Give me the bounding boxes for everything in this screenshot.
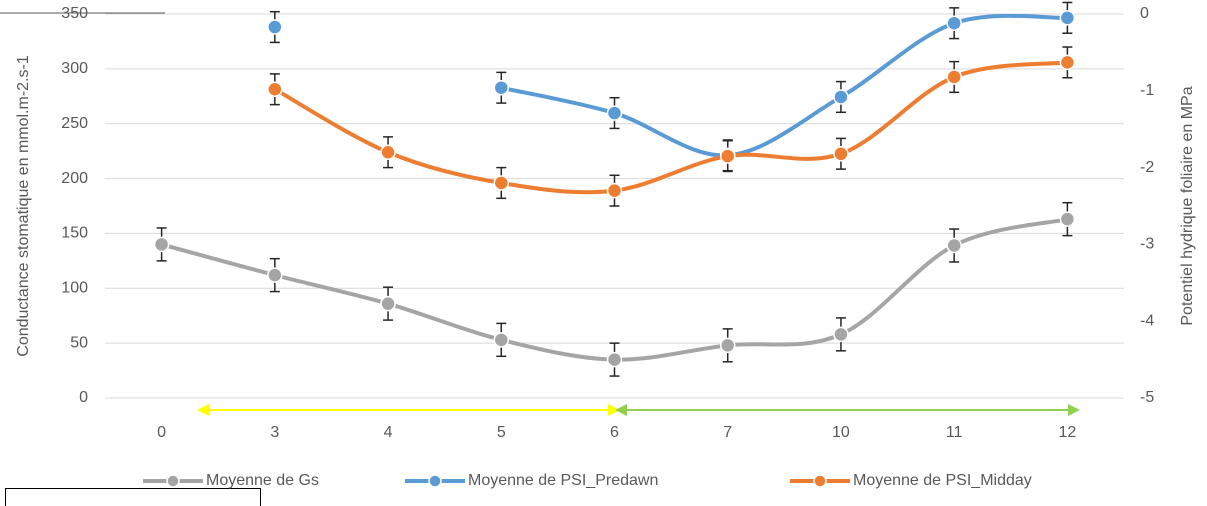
period-arrows [197,404,1080,416]
y-tick-label: 200 [61,170,88,187]
data-point [1059,211,1076,227]
y-tick-label: 250 [61,115,88,132]
data-point [267,267,283,283]
legend-item: Moyenne de Gs [143,472,319,489]
data-point [719,148,736,164]
legend-item: Moyenne de PSI_Midday [790,472,1032,489]
x-tick-label: 4 [384,424,393,441]
data-point [946,15,962,31]
legend-label: Moyenne de PSI_Predawn [468,472,658,489]
data-point [493,175,510,191]
data-point [493,332,510,348]
y2-tick-label: -3 [1140,236,1154,253]
x-tick-label: 0 [157,424,166,441]
y-axis-title: Conductance stomatique en mmol.m-2.s-1 [15,55,32,357]
data-point [1059,10,1076,26]
arrow-head [608,404,620,416]
legend-marker [428,474,442,488]
legend-item: Moyenne de PSI_Predawn [405,472,658,489]
data-point [833,146,849,162]
data-point [380,144,396,160]
x-tick-label: 7 [723,424,732,441]
data-point [946,69,962,85]
y2-tick-label: 0 [1140,5,1149,22]
y-tick-label: 100 [61,280,88,297]
x-tick-label: 6 [610,424,619,441]
series-line [159,217,1070,362]
legend-marker [813,474,827,488]
y-tick-label: 150 [61,225,88,242]
series-line [499,13,1070,158]
data-point [493,79,510,96]
x-tick-label: 5 [497,424,506,441]
x-tick-label: 10 [832,424,850,441]
data-point [153,236,170,253]
data-point [833,326,849,343]
y2-tick-label: -4 [1140,312,1154,329]
y2-tick-label: -1 [1140,82,1154,99]
y-tick-label: 50 [70,334,88,351]
legend-label: Moyenne de Gs [206,472,319,489]
y2-axis-title: Potentiel hydrique foliaire en MPa [1179,86,1196,325]
data-point [719,337,736,354]
legend-marker [166,474,180,488]
data-point [606,105,623,121]
x-tick-label: 12 [1058,424,1076,441]
arrow-head [197,404,209,416]
data-point [946,237,962,254]
y-tick-label: 350 [61,5,88,22]
empty-box [5,488,261,506]
data-point [606,351,623,368]
y2-tick-label: -5 [1140,389,1154,406]
y-tick-label: 300 [61,60,88,77]
legend-label: Moyenne de PSI_Midday [853,472,1032,489]
data-point [606,182,623,199]
data-point [1059,54,1076,71]
series [156,201,1073,377]
arrow-head [1068,404,1080,416]
arrow-head [615,404,627,416]
x-tick-label: 11 [946,424,963,441]
y2-tick-label: -2 [1140,159,1154,176]
data-point [833,89,849,105]
data-point [267,19,283,35]
data-point [380,295,396,312]
y-tick-label: 0 [79,389,88,406]
data-point [267,81,283,98]
x-tick-label: 3 [270,424,279,441]
